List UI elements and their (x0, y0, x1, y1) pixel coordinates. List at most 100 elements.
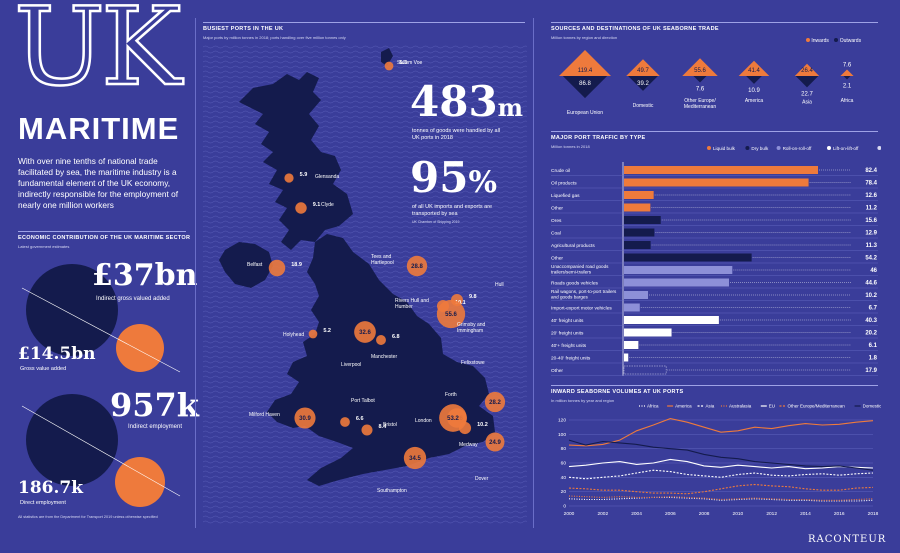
gva-indirect-circle (26, 264, 118, 356)
port-value: 5.2 (323, 328, 331, 334)
port-value: 28.8 (411, 264, 423, 270)
legend-eu: EU (760, 404, 775, 409)
traffic-row-dry-bulk-ores: Ores 15.6 (551, 216, 878, 226)
outwards-triangle (843, 76, 851, 80)
gva-circle (116, 324, 164, 372)
traffic-bar (624, 178, 809, 187)
traffic-bar (624, 291, 649, 299)
port-bubble (436, 299, 466, 329)
port-bubble (308, 329, 318, 339)
port-felixstowe: 28.2 Felixstowe (461, 360, 506, 413)
traffic-label: Ores (551, 218, 562, 224)
x-tick-label: 2018 (868, 511, 879, 517)
legend-label: America (675, 404, 692, 409)
traffic-label: Liquefied gas (551, 193, 580, 199)
port-value: 5.9 (300, 172, 308, 178)
port-value: 34.5 (409, 456, 421, 462)
port-name: Grimsby and (457, 322, 486, 328)
port-manchester: 6.8 Manchester (371, 334, 400, 360)
stat-sea-source: UK Chamber of Shipping 2019 (412, 220, 460, 224)
traffic-rule (551, 131, 878, 132)
traffic-label: 40' freight units (551, 318, 584, 324)
divider-right (533, 18, 534, 528)
legend-liquid-bulk: Liquid bulk (707, 146, 736, 151)
legend-swatch (776, 146, 781, 150)
traffic-label: Other (551, 368, 563, 374)
trade-european-union: 119.4 86.8 European Union (559, 50, 611, 116)
traffic-value: 17.9 (865, 368, 877, 374)
port-bubble (406, 255, 428, 277)
port-name: Southampton (377, 488, 407, 494)
traffic-label: Agricultural products (551, 243, 595, 249)
traffic-value: 10.2 (865, 293, 877, 299)
outwards-triangle (562, 76, 608, 99)
legend-label: Australasia (729, 404, 752, 409)
divider-left (195, 18, 196, 528)
legend-swatch (745, 146, 750, 150)
legend-inwards: Inwards (811, 38, 829, 44)
legend-label: Africa (647, 404, 659, 409)
traffic-bar (624, 191, 654, 199)
gva-value: £14.5bn (18, 344, 96, 364)
series-line-africa (568, 496, 874, 502)
inwards-triangle (682, 58, 718, 76)
series-line-domestic (568, 439, 874, 471)
trade-category-label: Africa (841, 98, 854, 104)
intro-text: With over nine tenths of national trade … (18, 156, 179, 210)
port-name: Rivers Hull and (395, 298, 429, 304)
port-name: Humber (395, 304, 413, 310)
trade-category-label: European Union (567, 110, 603, 116)
port-value: 32.6 (359, 330, 371, 336)
traffic-value: 6.7 (869, 306, 878, 312)
traffic-bar (624, 228, 655, 237)
econ-header: ECONOMIC CONTRIBUTION OF THE UK MARITIME… (18, 235, 191, 241)
stat-sea-label: of all UK imports and exports are transp… (412, 204, 493, 217)
legend-swatch (877, 146, 881, 150)
port-name: Medway (459, 442, 478, 448)
scotland-shape (239, 72, 353, 250)
traffic-label-2: and goods barges (551, 295, 588, 300)
traffic-value: 11.2 (866, 206, 878, 212)
trade-category-label: Asia (802, 99, 812, 105)
port-value: 9.8 (469, 294, 477, 300)
inwards-value: 41.4 (748, 68, 760, 74)
legend-label: Asia (706, 404, 715, 409)
legend-other: Other (877, 146, 881, 150)
port-name: Clyde (321, 202, 334, 208)
legend-lift-on-lift-off: Lift-on-lift-off (827, 146, 859, 151)
port-name: Holyhead (283, 332, 304, 338)
y-tick-label: 0 (563, 504, 566, 510)
traffic-label: Crude oil (551, 168, 570, 174)
traffic-row-dry-bulk-other: Other 54.2 (551, 253, 878, 264)
traffic-row-liquid-bulk-liquefied-gas: Liquefied gas 12.6 (551, 191, 878, 201)
legend-australasia: Australasia (720, 404, 752, 409)
legend-swatch (827, 146, 831, 150)
traffic-label: Coal (551, 231, 561, 237)
port-name: Milford Haven (249, 412, 280, 418)
inwards-triangle (559, 50, 611, 76)
traffic-value: 1.8 (869, 356, 878, 362)
traffic-label: 20-40' freight units (551, 356, 591, 362)
traffic-label: Roads goods vehicles (551, 281, 599, 287)
port-bubble (340, 417, 350, 427)
port-value: 5.3 (399, 60, 407, 66)
emp-direct-value: 186.7k (18, 478, 84, 498)
traffic-row-roll-on-roll-off-unaccompanied-road-goods-trailers-semi-trailers: Unaccompanied road goodstrailers/semi-tr… (551, 264, 878, 276)
port-bubble (384, 61, 394, 71)
outwards-triangle (746, 76, 762, 84)
outwards-triangle (693, 76, 707, 83)
port-name: Dover (475, 476, 489, 482)
outwards-value: 22.7 (801, 91, 813, 97)
y-tick-label: 20 (561, 489, 567, 495)
outwards-value: 2.1 (843, 83, 852, 89)
port-name: London (415, 418, 432, 424)
traffic-row-lift-on-lift-off-40-freight-units: 40'+ freight units 6.1 (551, 341, 878, 351)
series-line-other-europe-mediterranean (568, 483, 874, 495)
traffic-label: Other (551, 256, 563, 262)
traffic-value: 11.3 (866, 243, 878, 249)
port-name: Belfast (247, 262, 263, 268)
legend-dry-bulk: Dry bulk (745, 146, 769, 151)
legend-label: Liquid bulk (713, 146, 736, 151)
y-tick-label: 100 (558, 432, 566, 438)
